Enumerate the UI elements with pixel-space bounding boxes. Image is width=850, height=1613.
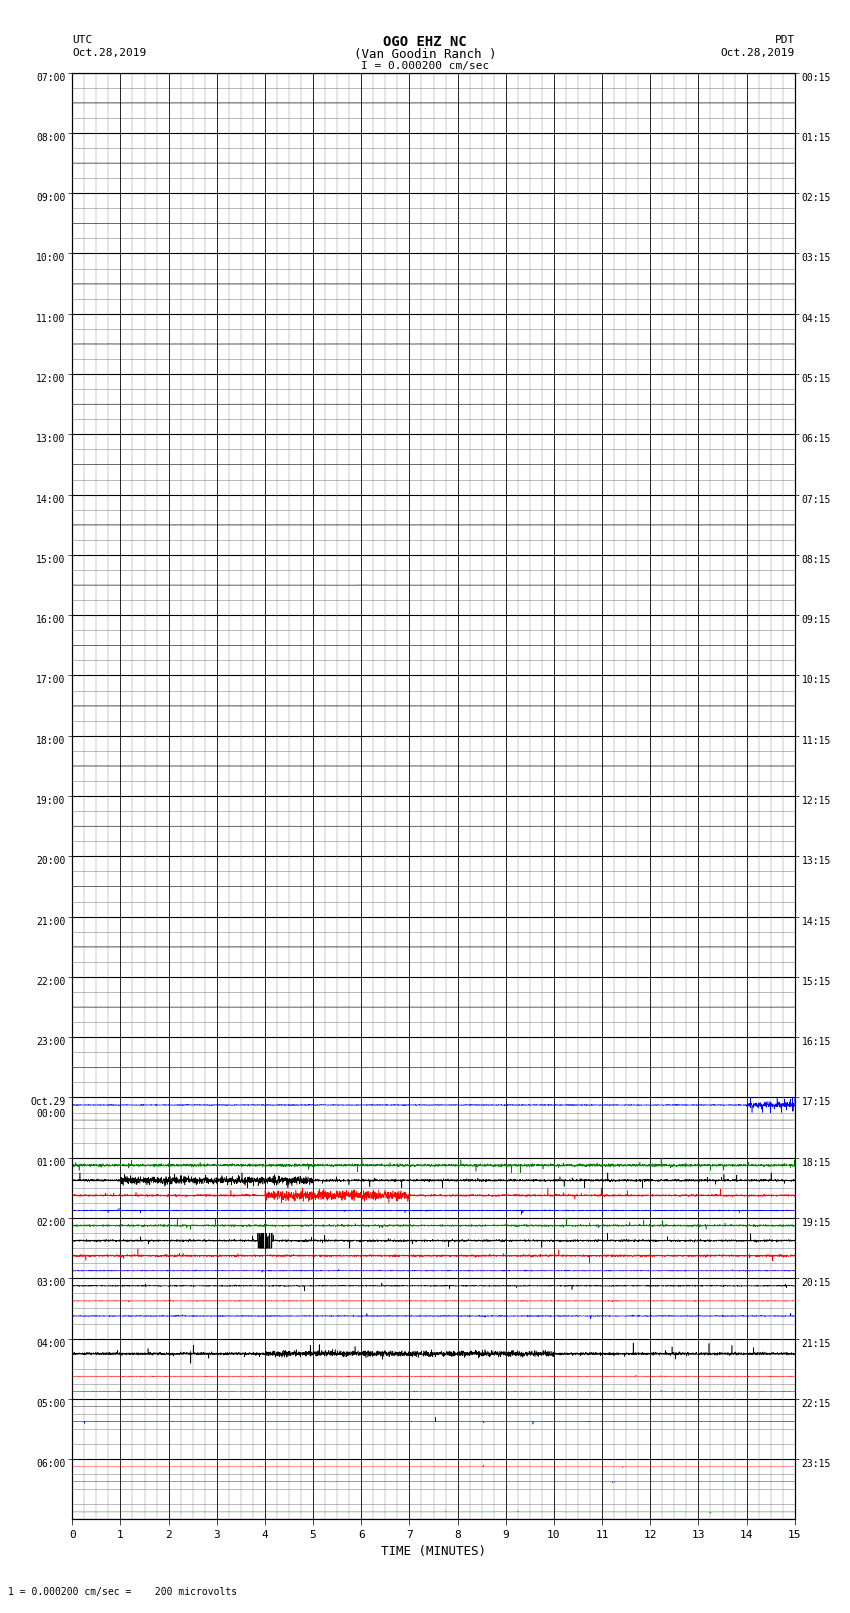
Text: Oct.28,2019: Oct.28,2019 [721,48,795,58]
Text: I = 0.000200 cm/sec: I = 0.000200 cm/sec [361,61,489,71]
Text: (Van Goodin Ranch ): (Van Goodin Ranch ) [354,48,496,61]
Text: PDT: PDT [774,35,795,45]
Text: Oct.28,2019: Oct.28,2019 [72,48,146,58]
Text: UTC: UTC [72,35,93,45]
Text: OGO EHZ NC: OGO EHZ NC [383,35,467,50]
Text: 1 = 0.000200 cm/sec =    200 microvolts: 1 = 0.000200 cm/sec = 200 microvolts [8,1587,238,1597]
X-axis label: TIME (MINUTES): TIME (MINUTES) [381,1545,486,1558]
